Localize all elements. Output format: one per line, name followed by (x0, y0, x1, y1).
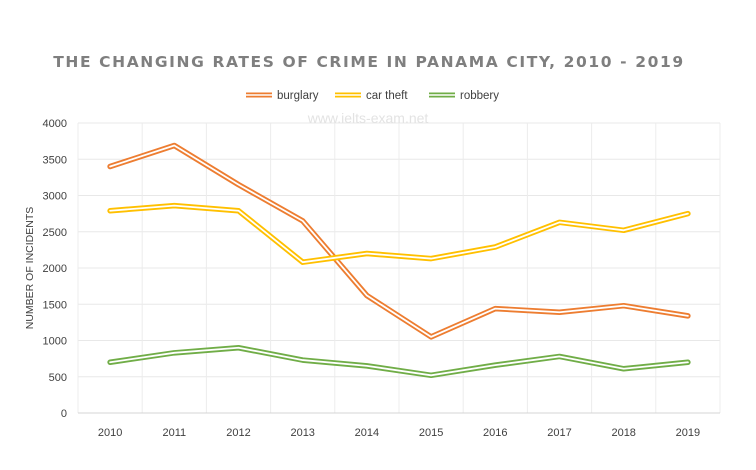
watermark-text: www.ielts-exam.net (307, 110, 429, 126)
x-tick-label: 2015 (419, 427, 443, 439)
series-layer (107, 142, 691, 379)
legend-entry: car theft (335, 90, 408, 102)
y-tick-label: 0 (61, 408, 67, 420)
x-tick-label: 2016 (483, 427, 507, 439)
chart-title: THE CHANGING RATES OF CRIME IN PANAMA CI… (53, 53, 685, 71)
x-tick-label: 2017 (547, 427, 571, 439)
y-tick-label: 3500 (43, 154, 67, 166)
legend-label: robbery (460, 90, 499, 102)
x-axis-ticks: 2010 2011 2012 2013 2014 2015 2016 2017 2018 2019 (98, 427, 700, 439)
legend-label: car theft (366, 90, 408, 102)
legend: burglary car theft robbery (246, 90, 499, 102)
y-tick-label: 1000 (43, 336, 67, 348)
y-tick-label: 2500 (43, 227, 67, 239)
y-tick-label: 4000 (43, 118, 67, 130)
y-axis-ticks: 0 500 1000 1500 2000 2500 3000 3500 4000 (43, 118, 67, 420)
y-tick-label: 2000 (43, 263, 67, 275)
x-tick-label: 2012 (226, 427, 250, 439)
legend-entry: burglary (246, 90, 319, 102)
y-tick-label: 1500 (43, 299, 67, 311)
series-burglary (107, 142, 691, 340)
series-line-inner (109, 346, 689, 377)
x-tick-label: 2018 (611, 427, 635, 439)
series-line-inner (109, 204, 689, 264)
x-tick-label: 2019 (676, 427, 700, 439)
series-line-inner (109, 144, 689, 338)
x-tick-label: 2014 (355, 427, 379, 439)
y-tick-label: 3000 (43, 191, 67, 203)
legend-label: burglary (277, 90, 319, 102)
series-car-theft (107, 202, 691, 265)
y-tick-label: 500 (49, 372, 67, 384)
x-tick-label: 2011 (162, 427, 186, 439)
series-robbery (107, 345, 691, 379)
x-tick-label: 2013 (290, 427, 314, 439)
legend-entry: robbery (429, 90, 499, 102)
x-tick-label: 2010 (98, 427, 122, 439)
y-axis-label: NUMBER OF INCIDENTS (24, 207, 36, 330)
